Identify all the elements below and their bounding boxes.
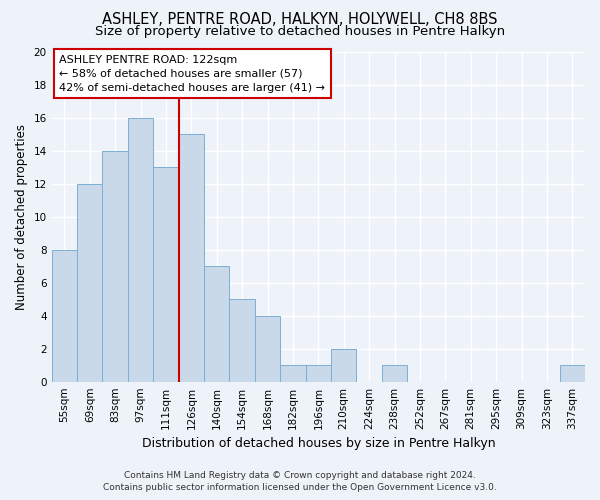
Bar	[255, 316, 280, 382]
Text: ASHLEY, PENTRE ROAD, HALKYN, HOLYWELL, CH8 8BS: ASHLEY, PENTRE ROAD, HALKYN, HOLYWELL, C…	[102, 12, 498, 28]
Bar	[560, 365, 585, 382]
Y-axis label: Number of detached properties: Number of detached properties	[15, 124, 28, 310]
Text: Contains HM Land Registry data © Crown copyright and database right 2024.
Contai: Contains HM Land Registry data © Crown c…	[103, 471, 497, 492]
Bar	[128, 118, 153, 382]
Text: Size of property relative to detached houses in Pentre Halkyn: Size of property relative to detached ho…	[95, 25, 505, 38]
Bar	[204, 266, 229, 382]
Bar	[179, 134, 204, 382]
Bar	[77, 184, 103, 382]
Bar	[280, 365, 305, 382]
Text: ASHLEY PENTRE ROAD: 122sqm
← 58% of detached houses are smaller (57)
42% of semi: ASHLEY PENTRE ROAD: 122sqm ← 58% of deta…	[59, 55, 325, 93]
Bar	[382, 365, 407, 382]
Bar	[305, 365, 331, 382]
Bar	[331, 348, 356, 382]
Bar	[103, 150, 128, 382]
Bar	[229, 299, 255, 382]
Bar	[153, 167, 179, 382]
Bar	[52, 250, 77, 382]
X-axis label: Distribution of detached houses by size in Pentre Halkyn: Distribution of detached houses by size …	[142, 437, 495, 450]
